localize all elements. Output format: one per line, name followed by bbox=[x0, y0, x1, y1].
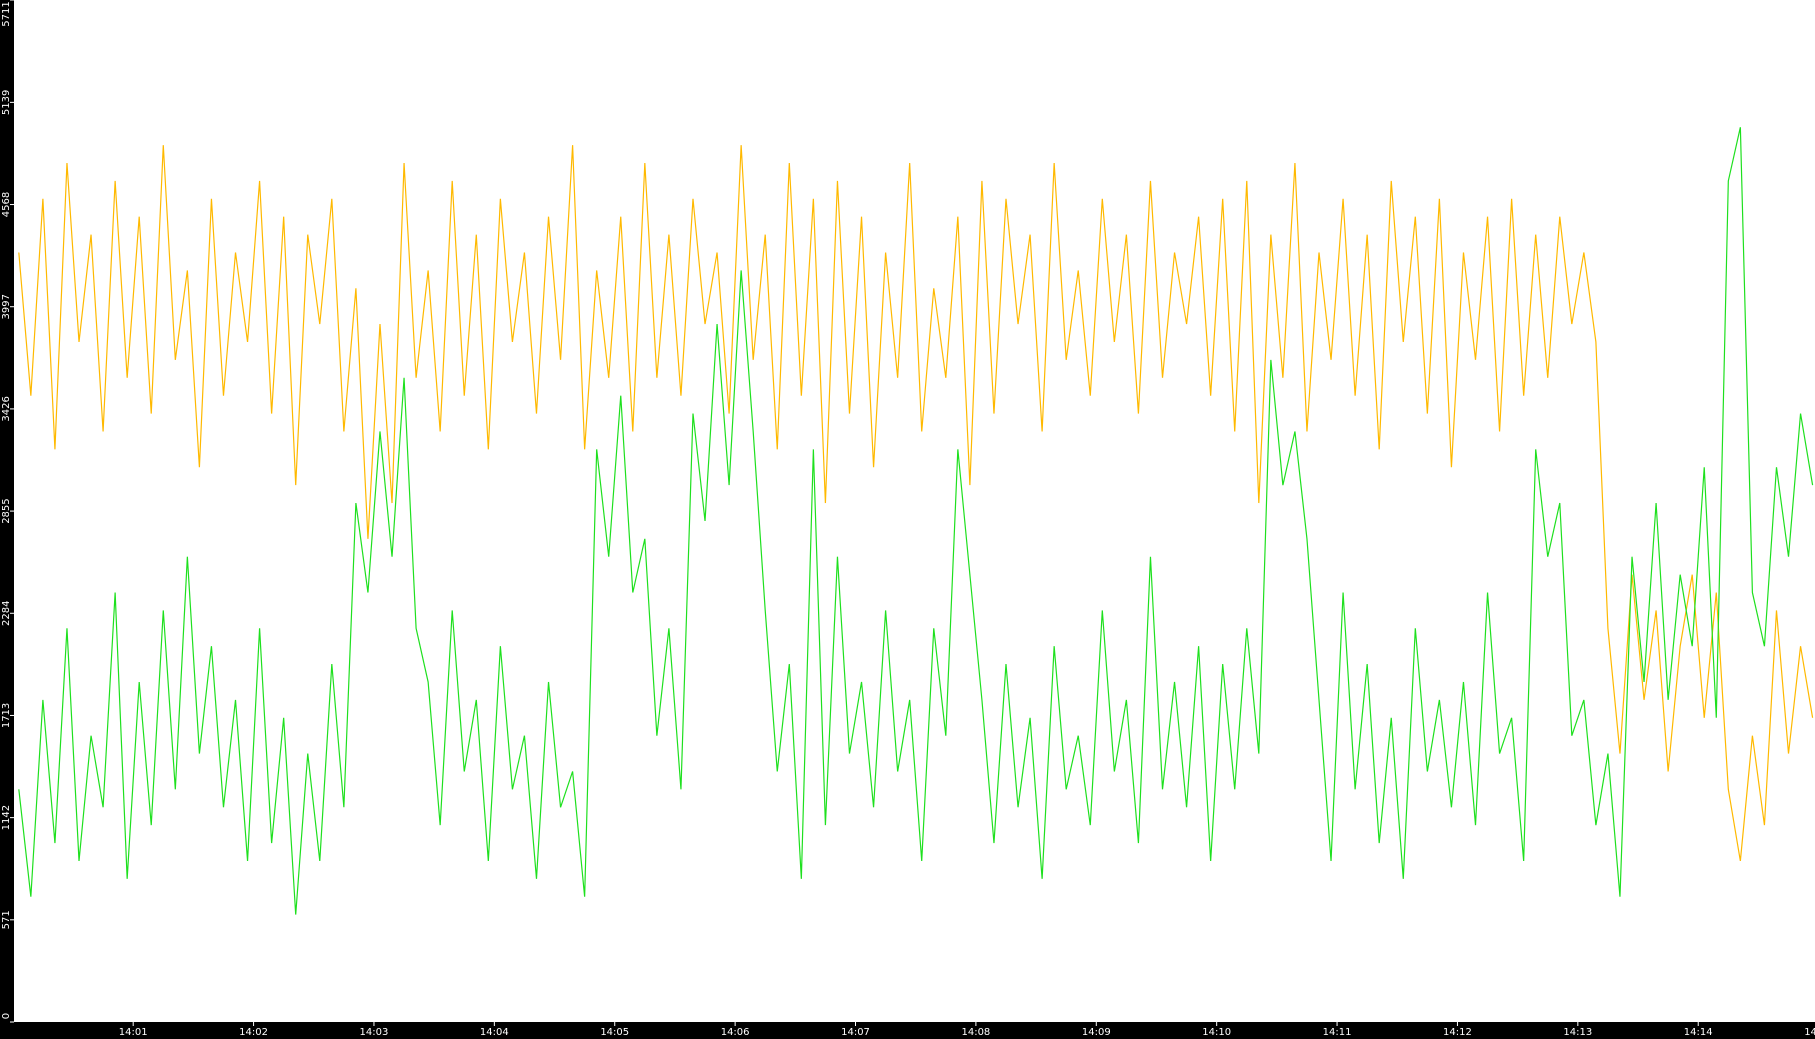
x-tick-label: 14:12 bbox=[1443, 1027, 1472, 1038]
y-tick-label: 3997 bbox=[1, 294, 12, 319]
y-tick-label: 1142 bbox=[1, 805, 12, 830]
x-axis-band bbox=[0, 1022, 1815, 1039]
x-tick-label: 14:14 bbox=[1684, 1027, 1713, 1038]
x-tick-label: 14:05 bbox=[600, 1027, 629, 1038]
x-tick-label: 14:15 bbox=[1804, 1027, 1815, 1038]
y-tick-label: 1713 bbox=[1, 703, 12, 728]
x-tick-label: 14:02 bbox=[239, 1027, 268, 1038]
x-tick-label: 14:08 bbox=[961, 1027, 990, 1038]
x-tick-label: 14:11 bbox=[1323, 1027, 1352, 1038]
x-tick-label: 14:07 bbox=[841, 1027, 870, 1038]
y-tick-label: 5139 bbox=[1, 90, 12, 115]
x-tick-label: 14:09 bbox=[1082, 1027, 1111, 1038]
x-tick-label: 14:04 bbox=[480, 1027, 509, 1038]
series-line bbox=[18, 127, 1814, 915]
x-tick-label: 14:01 bbox=[119, 1027, 148, 1038]
x-tick-label: 14:03 bbox=[360, 1027, 389, 1038]
y-tick-label: 571 bbox=[1, 910, 12, 929]
y-tick-label: 3426 bbox=[1, 396, 12, 421]
y-tick-label: 5711 bbox=[1, 1, 12, 26]
x-tick-label: 14:06 bbox=[721, 1027, 750, 1038]
y-tick-label: 2284 bbox=[1, 601, 12, 626]
y-axis-band bbox=[0, 0, 14, 1039]
x-tick-label: 14:13 bbox=[1563, 1027, 1592, 1038]
series-line bbox=[18, 145, 1814, 862]
x-tick-label: 14:10 bbox=[1202, 1027, 1231, 1038]
y-tick-label: 0 bbox=[1, 1013, 12, 1019]
y-tick-label: 2855 bbox=[1, 498, 12, 523]
y-tick-label: 4568 bbox=[1, 192, 12, 217]
